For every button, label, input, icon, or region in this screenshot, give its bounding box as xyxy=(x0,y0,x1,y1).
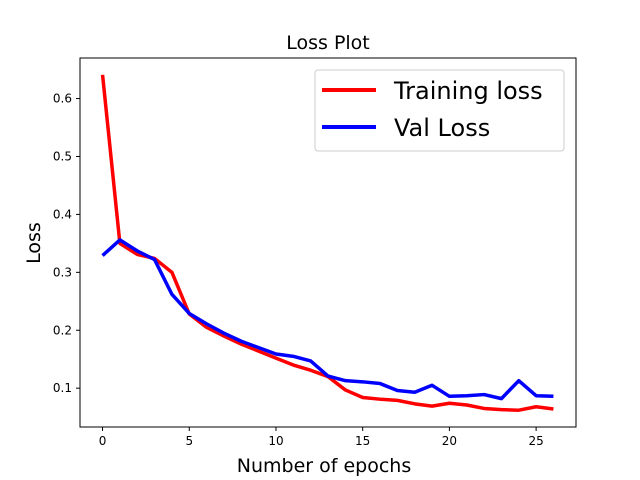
legend: Training loss Val Loss xyxy=(314,69,565,152)
legend-frame xyxy=(314,69,565,152)
y-tick-label: 0.3 xyxy=(53,265,72,279)
y-tick-label: 0.4 xyxy=(53,207,72,221)
plot-frame xyxy=(79,57,577,428)
legend-label-training-loss: Training loss xyxy=(393,77,543,105)
y-tick-label: 0.1 xyxy=(53,381,72,395)
x-tick-label: 10 xyxy=(268,434,283,448)
x-tick-label: 20 xyxy=(442,434,457,448)
y-axis-label: Loss xyxy=(23,222,45,264)
legend-label-val-loss: Val Loss xyxy=(394,114,490,142)
x-tick-label: 0 xyxy=(99,434,107,448)
y-axis-ticks: 0.1 0.2 0.3 0.4 0.5 0.6 xyxy=(53,92,80,395)
y-tick-label: 0.2 xyxy=(53,323,72,337)
y-tick-label: 0.6 xyxy=(53,92,72,106)
series-line-val-loss xyxy=(101,238,554,401)
x-axis-ticks: 0 5 10 15 20 25 xyxy=(99,427,544,448)
x-tick-label: 25 xyxy=(528,434,543,448)
x-axis-label: Number of epochs xyxy=(237,455,411,477)
x-tick-label: 15 xyxy=(355,434,370,448)
y-tick-label: 0.5 xyxy=(53,149,72,163)
chart-title: Loss Plot xyxy=(286,32,370,54)
plot-area xyxy=(79,57,577,428)
x-tick-label: 5 xyxy=(185,434,193,448)
